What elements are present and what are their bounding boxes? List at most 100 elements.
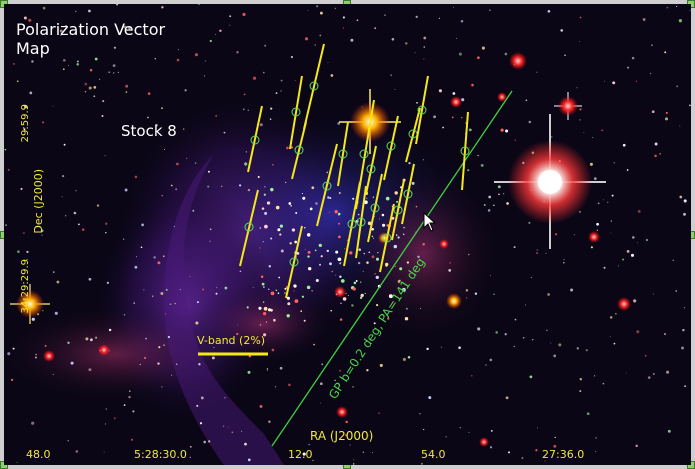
background-star xyxy=(75,190,77,192)
cluster-star xyxy=(288,202,292,205)
background-star xyxy=(143,289,145,291)
cluster-star xyxy=(327,196,330,199)
background-star xyxy=(514,139,517,142)
background-star xyxy=(635,444,638,448)
cluster-star xyxy=(366,261,369,264)
background-star xyxy=(94,336,98,339)
background-star xyxy=(522,336,525,339)
background-star xyxy=(178,49,179,51)
background-star xyxy=(165,288,168,291)
background-star xyxy=(449,262,451,264)
background-star xyxy=(93,86,97,89)
background-star xyxy=(314,44,316,46)
background-star xyxy=(252,76,257,80)
background-star xyxy=(223,131,226,134)
background-star xyxy=(294,79,296,81)
cluster-star xyxy=(279,233,282,236)
background-star xyxy=(480,163,484,167)
bright-star xyxy=(494,114,606,249)
background-star xyxy=(222,425,225,427)
background-star xyxy=(544,460,546,462)
background-star xyxy=(124,188,128,192)
background-star xyxy=(125,84,129,88)
background-star xyxy=(615,312,617,315)
background-star xyxy=(524,304,526,306)
background-star xyxy=(585,349,588,352)
background-star xyxy=(467,169,470,172)
cluster-star xyxy=(374,273,376,275)
cluster-star xyxy=(311,290,313,292)
background-star xyxy=(186,157,188,159)
background-star xyxy=(153,256,156,259)
background-star xyxy=(42,310,44,312)
cluster-star xyxy=(300,310,303,313)
background-star xyxy=(123,238,125,240)
background-star xyxy=(349,444,351,446)
background-star xyxy=(227,426,229,428)
background-star xyxy=(546,329,548,332)
background-star xyxy=(108,328,112,332)
background-star xyxy=(175,188,178,191)
background-star xyxy=(537,427,538,429)
background-star xyxy=(607,201,609,203)
cluster-star xyxy=(263,312,267,316)
background-star xyxy=(564,54,566,56)
background-star xyxy=(327,62,329,64)
background-star xyxy=(52,105,54,107)
background-star xyxy=(487,209,491,212)
background-star xyxy=(535,449,538,452)
background-star xyxy=(75,450,79,453)
background-star xyxy=(247,188,251,192)
background-star xyxy=(313,343,315,346)
background-star xyxy=(415,15,418,19)
background-star xyxy=(123,25,127,29)
background-star xyxy=(143,356,147,360)
background-star xyxy=(547,9,551,13)
background-star xyxy=(96,204,100,207)
background-star xyxy=(468,128,472,132)
background-star xyxy=(158,346,161,349)
cluster-star xyxy=(338,222,341,225)
background-star xyxy=(29,91,33,95)
background-star xyxy=(26,250,29,254)
cluster-star xyxy=(263,193,266,196)
background-star xyxy=(483,204,486,206)
background-star xyxy=(689,104,691,107)
background-star xyxy=(75,10,77,12)
target-star-circle xyxy=(403,189,413,199)
polarization-vector xyxy=(365,145,377,195)
cluster-star xyxy=(262,301,265,303)
background-star xyxy=(243,93,246,96)
background-star xyxy=(280,249,284,253)
background-star xyxy=(576,347,580,350)
background-star xyxy=(155,123,158,127)
background-star xyxy=(182,128,185,130)
cluster-star xyxy=(335,250,339,254)
background-star xyxy=(451,116,454,119)
background-star xyxy=(407,356,411,359)
background-star xyxy=(514,318,517,321)
background-star xyxy=(270,107,273,110)
cluster-star xyxy=(275,289,278,292)
sky-image[interactable]: Polarization Vector Map Stock 8 29:59.9 … xyxy=(4,4,691,465)
cluster-star xyxy=(294,240,298,244)
background-star xyxy=(216,287,218,289)
cluster-star xyxy=(371,235,374,238)
astronomical-image xyxy=(4,4,691,465)
background-star xyxy=(106,281,109,284)
background-star xyxy=(105,408,107,410)
cluster-star xyxy=(334,210,338,214)
background-star xyxy=(442,126,444,129)
background-star xyxy=(497,185,501,189)
background-star xyxy=(247,458,251,462)
background-star xyxy=(500,128,504,132)
cluster-star xyxy=(270,187,274,192)
background-star xyxy=(352,197,355,200)
target-star-circle xyxy=(386,141,396,151)
background-star xyxy=(528,221,531,224)
background-star xyxy=(192,209,195,212)
cluster-star xyxy=(353,281,357,285)
polarization-vector xyxy=(285,225,303,299)
background-star xyxy=(24,105,28,109)
